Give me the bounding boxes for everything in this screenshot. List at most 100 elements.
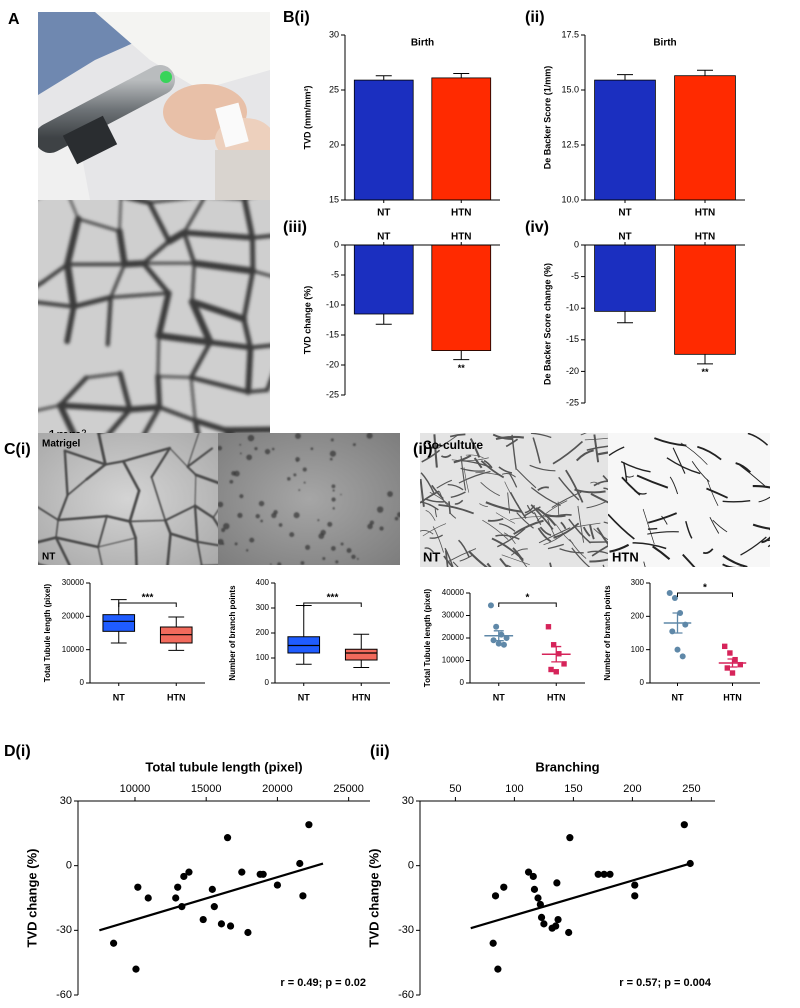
vessel [38,300,76,309]
tubule-stroke [482,519,509,540]
vessel [212,509,218,519]
point [223,834,232,842]
tubule-stroke [440,453,452,458]
probe [38,65,175,153]
y-tick-label: 20000 [62,611,85,620]
cell-cluster [327,521,333,527]
chart-title: Birth [411,38,434,49]
vessel [194,473,218,485]
vessel [137,580,166,583]
tubule-stroke [752,523,770,530]
tubule-stroke [672,447,686,474]
vessel [163,519,172,535]
bar [431,244,492,351]
x-tick-label: HTN [547,692,566,702]
y-tick-label: 15.0 [561,84,579,94]
tubule-stroke [505,438,519,448]
tubule-stroke [669,476,679,495]
sem-bar [493,630,504,642]
tubule-stroke [485,501,522,513]
vessel [285,234,288,280]
cell-cluster [229,479,234,484]
point [226,922,235,930]
point [110,939,118,947]
vessel [105,295,113,347]
tubule-stroke [602,564,605,567]
x-tick-label: 150 [564,783,582,795]
vessel [128,489,141,523]
point [174,883,182,891]
vessel [150,446,171,479]
point [674,646,681,653]
point [530,885,539,893]
vessel [150,476,167,522]
photo-bg [608,433,770,567]
tubule-stroke [431,484,444,500]
vessel [41,262,70,284]
tubule-stroke [508,472,518,488]
tubule-stroke [460,455,467,491]
tubule-stroke [523,506,541,517]
cell-cluster [300,561,305,565]
point [144,894,152,902]
vessel [57,402,133,413]
blanket [95,12,270,90]
tubule-stroke [602,475,608,483]
tubule-stroke [722,554,748,567]
point [134,883,142,891]
tubule-stroke [501,473,516,478]
vessel [280,296,284,344]
y-tick-label: 300 [631,578,645,587]
tubule-stroke [480,460,505,479]
y-tick-label: -10 [566,303,579,313]
cell-cluster [237,512,243,519]
y-tick-label: 0 [460,678,465,687]
photo-probe [38,12,270,200]
point [494,965,502,973]
y-axis-label: Total Tubule length (pixel) [43,583,52,682]
y-tick-label: 20 [329,139,339,149]
x-tick-label: NT [113,692,125,702]
point [540,920,548,928]
x-tick-label: HTN [451,232,472,243]
cell-cluster [239,443,242,446]
y-axis-label: TVD change (%) [24,849,39,948]
cell-cluster [387,491,393,497]
panel-label: (ii) [370,743,390,760]
tubule-stroke [580,433,587,436]
y-tick-label: 200 [631,611,645,620]
cell-cluster [298,489,301,492]
vessel [13,208,25,239]
cell-cluster [258,500,265,507]
cell-cluster [376,506,384,513]
vessel [182,200,205,235]
tubule-stroke [539,526,552,536]
vessel [134,536,138,565]
tubule-stroke [422,523,447,537]
vessel [84,371,122,380]
y-tick-label: 10000 [62,645,85,654]
point [210,903,218,911]
photo-coculture-htn [608,433,770,567]
vessel [223,426,270,434]
tubule-stroke [597,451,608,456]
bar [431,77,492,201]
x-tick-label: 20000 [262,783,293,795]
vessel [97,537,137,548]
vessel [116,228,128,268]
y-tick-label: 12.5 [561,139,579,149]
vessel [126,404,163,413]
tubule-stroke [571,547,591,567]
error-bar [453,350,470,361]
significance-label: * [526,593,530,604]
tubule-stroke [420,478,425,507]
point [732,656,738,663]
y-axis-label: De Backer Score (1/mm) [542,66,552,170]
significance-bracket [118,602,177,607]
tubule-stroke [458,470,491,484]
tubule-stroke [722,500,751,503]
point [524,868,533,876]
point [600,870,608,878]
cell-cluster [264,448,271,455]
point [534,894,542,902]
